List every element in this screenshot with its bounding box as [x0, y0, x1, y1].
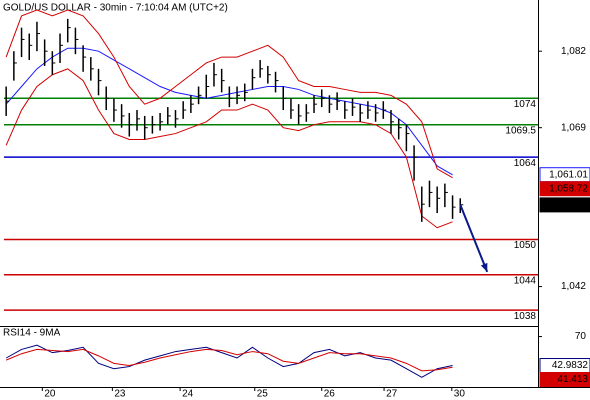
price-tag-label: 1,058.72: [549, 183, 588, 194]
x-tick-label: 26: [324, 389, 336, 400]
y-tick-label: 1,069: [561, 122, 586, 133]
level-label: 1074: [514, 99, 537, 110]
x-tick-label: 30: [454, 389, 466, 400]
rsi-line: [5, 344, 453, 378]
level-label: 1038: [514, 311, 537, 322]
x-tick-label: 20: [44, 389, 56, 400]
forecast-arrow: [459, 204, 489, 273]
arrow-head: [480, 262, 488, 272]
x-tick-label: 24: [182, 389, 194, 400]
price-tag: [539, 181, 590, 197]
price-tag: [539, 197, 590, 213]
x-tick-label: 25: [257, 389, 269, 400]
indicator-line: [5, 68, 453, 229]
rsi-line: [5, 348, 453, 372]
level-label: 1044: [514, 275, 537, 286]
y-tick-label: 1,082: [561, 46, 586, 57]
level-label: 1050: [514, 240, 537, 251]
price-tag-label: 41.413: [557, 374, 588, 385]
price-tag-label: 1,055.88: [549, 200, 588, 211]
chart-title: GOLD/US DOLLAR - 30min - 7:10:04 AM (UTC…: [3, 3, 228, 14]
rsi-title: RSI14 - 9MA: [3, 328, 61, 339]
rsi-tick-label: 70: [575, 331, 587, 342]
x-tick-label: 23: [114, 389, 126, 400]
price-tag-label: 1,061.01: [549, 169, 588, 180]
level-label: 1069.5: [505, 125, 536, 136]
x-tick-label: 27: [386, 389, 398, 400]
price-tag: [539, 372, 590, 388]
price-tag-label: 42.9832: [552, 360, 589, 371]
y-tick-label: 1,042: [561, 281, 586, 292]
indicator-line: [5, 9, 453, 179]
level-label: 1064: [514, 158, 537, 169]
